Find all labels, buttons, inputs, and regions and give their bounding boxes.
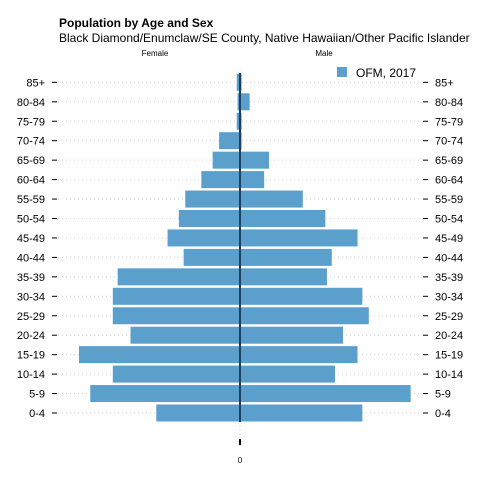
bar-male-20-24	[240, 326, 344, 344]
bar-female-60-64	[201, 171, 240, 189]
bar-male-25-29	[240, 307, 369, 325]
bar-male-40-44	[240, 248, 332, 266]
y-tick-label-left: 0-4	[29, 408, 45, 420]
bar-male-15-19	[240, 346, 358, 364]
bar-male-65-69	[240, 151, 269, 169]
y-tick-label-left: 5-9	[29, 389, 45, 401]
bar-female-20-24	[130, 326, 240, 344]
legend-swatch	[337, 67, 347, 77]
bar-male-5-9	[240, 385, 411, 403]
y-tick-label-right: 70-74	[435, 136, 463, 148]
bar-male-80-84	[240, 93, 250, 111]
y-tick-label-left: 10-14	[17, 369, 45, 381]
y-tick-label-right: 30-34	[435, 291, 463, 303]
bar-female-50-54	[178, 210, 240, 227]
y-tick-label-left: 70-74	[17, 136, 45, 148]
y-tick-label-right: 20-24	[435, 330, 463, 342]
y-tick-label-right: 45-49	[435, 233, 463, 245]
y-tick-label-left: 35-39	[17, 272, 45, 284]
y-tick-label-left: 45-49	[17, 233, 45, 245]
bar-male-50-54	[240, 210, 326, 227]
y-tick-label-right: 50-54	[435, 214, 463, 226]
male-side-label: Male	[315, 49, 333, 58]
bar-male-35-39	[240, 268, 327, 286]
bars-group	[79, 73, 411, 422]
bar-male-10-14	[240, 365, 335, 383]
y-tick-label-left: 75-79	[17, 116, 45, 128]
y-tick-label-left: 15-19	[17, 350, 45, 362]
y-tick-label-right: 10-14	[435, 369, 463, 381]
y-tick-label-right: 60-64	[435, 175, 463, 187]
bar-female-55-59	[185, 190, 240, 208]
y-tick-label-right: 65-69	[435, 155, 463, 167]
bar-female-25-29	[112, 307, 240, 325]
y-tick-label-right: 5-9	[435, 389, 451, 401]
x-axis-tick-label: 0	[238, 456, 243, 465]
y-tick-label-right: 25-29	[435, 311, 463, 323]
y-tick-label-left: 85+	[26, 77, 45, 89]
bar-male-60-64	[240, 171, 265, 189]
bar-male-0-4	[240, 404, 363, 422]
y-tick-label-left: 40-44	[17, 252, 45, 264]
bar-female-35-39	[117, 268, 240, 286]
y-tick-label-right: 55-59	[435, 194, 463, 206]
y-tick-label-left: 80-84	[17, 97, 45, 109]
y-tick-label-right: 35-39	[435, 272, 463, 284]
y-tick-label-left: 55-59	[17, 194, 45, 206]
y-tick-label-right: 40-44	[435, 252, 463, 264]
bar-female-85+	[236, 73, 240, 91]
bar-female-40-44	[183, 248, 240, 266]
bar-female-15-19	[79, 346, 240, 364]
bar-female-75-79	[236, 112, 240, 130]
y-tick-label-right: 15-19	[435, 350, 463, 362]
y-tick-label-left: 25-29	[17, 311, 45, 323]
bar-male-30-34	[240, 287, 363, 305]
y-tick-label-right: 0-4	[435, 408, 451, 420]
y-tick-label-left: 30-34	[17, 291, 45, 303]
y-tick-label-left: 60-64	[17, 175, 45, 187]
bar-female-45-49	[167, 229, 240, 247]
legend-label: OFM, 2017	[356, 66, 416, 80]
bar-female-80-84	[237, 93, 240, 111]
y-tick-label-left: 50-54	[17, 214, 45, 226]
y-tick-label-left: 20-24	[17, 330, 45, 342]
y-axis-labels: 0-4 0-4 5-9 5-9 10-14 10-14 15-19 15-19 20-24 20-…	[17, 77, 463, 420]
bar-female-5-9	[90, 385, 241, 403]
chart-title: Population by Age and Sex	[59, 16, 214, 30]
bar-female-70-74	[219, 132, 240, 150]
bar-female-65-69	[212, 151, 240, 169]
y-tick-label-right: 75-79	[435, 116, 463, 128]
bar-female-0-4	[156, 404, 240, 422]
y-tick-label-left: 65-69	[17, 155, 45, 167]
bar-female-30-34	[112, 287, 240, 305]
bar-female-10-14	[112, 365, 240, 383]
female-side-label: Female	[142, 49, 169, 58]
y-tick-label-right: 80-84	[435, 97, 463, 109]
bar-male-45-49	[240, 229, 358, 247]
chart-subtitle: Black Diamond/Enumclaw/SE County, Native…	[59, 31, 470, 45]
bar-male-55-59	[240, 190, 303, 208]
y-tick-label-right: 85+	[435, 77, 454, 89]
